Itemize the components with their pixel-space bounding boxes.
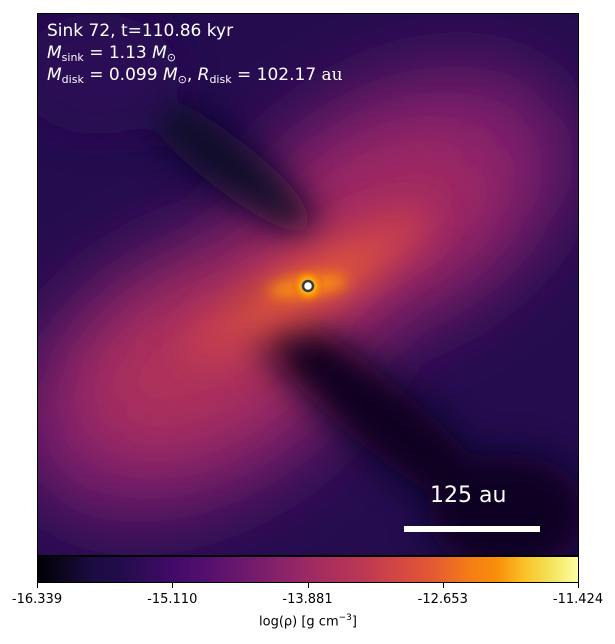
colorbar-tick bbox=[578, 583, 579, 588]
sink-time-label: Sink 72, t=110.86 kyr bbox=[47, 21, 234, 41]
colorbar-label: log(ρ) [g cm−3] bbox=[259, 613, 357, 630]
scale-bar bbox=[404, 526, 540, 532]
colorbar-tick-label: -11.424 bbox=[552, 592, 604, 607]
colorbar-tick bbox=[172, 583, 174, 588]
colorbar-tick-label: -13.881 bbox=[282, 592, 333, 607]
colorbar-tick bbox=[307, 583, 309, 588]
density-map-panel bbox=[37, 13, 579, 556]
colorbar-tick-label: -16.339 bbox=[11, 592, 63, 607]
colorbar-tick bbox=[442, 583, 444, 588]
colorbar bbox=[37, 556, 579, 583]
scale-bar-label: 125 au bbox=[430, 483, 507, 508]
colorbar-tick-label: -15.110 bbox=[147, 592, 198, 607]
colorbar-tick-label: -12.653 bbox=[417, 592, 468, 607]
sink-mass-label: Msink = 1.13 M⊙ bbox=[47, 43, 177, 64]
density-map bbox=[38, 14, 578, 555]
colorbar-tick bbox=[37, 583, 38, 588]
sink-marker bbox=[301, 279, 315, 293]
disk-properties-label: Mdisk = 0.099 M⊙, Rdisk = 102.17 au bbox=[47, 65, 343, 86]
